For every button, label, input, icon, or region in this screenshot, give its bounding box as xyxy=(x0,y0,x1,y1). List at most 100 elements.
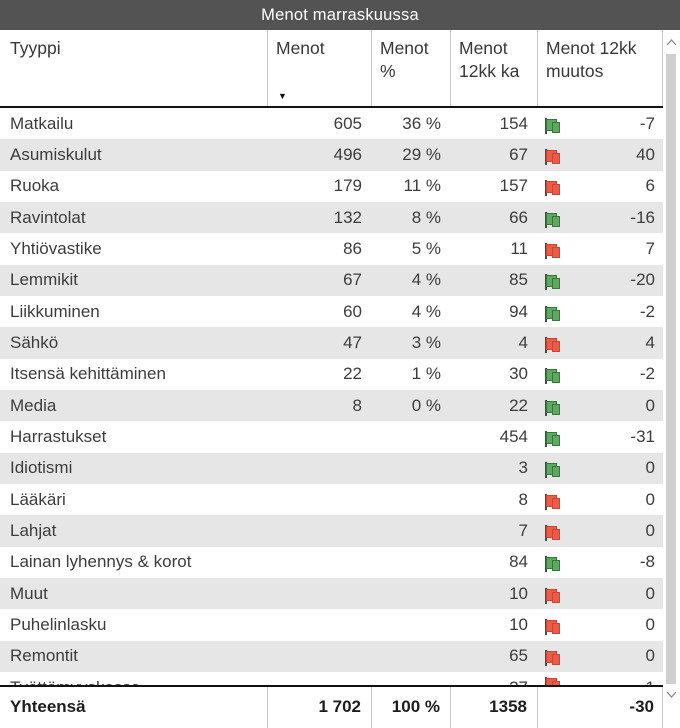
menot-cell: 22 xyxy=(268,364,372,384)
category-cell: Matkailu xyxy=(0,114,268,134)
menot-12kk-ka-cell: 3 xyxy=(451,458,538,478)
column-header-menot-12kk-ka[interactable]: Menot 12kk ka xyxy=(451,30,538,106)
scroll-down-arrow[interactable] xyxy=(665,688,678,700)
row-category: Idiotismi xyxy=(10,458,73,478)
table-row[interactable]: Ravintolat 132 8 % 66 -16 xyxy=(0,201,663,234)
column-header-menot[interactable]: Menot ▼ xyxy=(268,30,372,106)
vertical-scrollbar[interactable] xyxy=(663,30,680,728)
table-row[interactable]: Muut 10 0 xyxy=(0,577,663,610)
row-menot-pct: 1 % xyxy=(411,364,441,384)
row-12kk-ka: 85 xyxy=(509,270,528,290)
total-12kk-ka: 1358 xyxy=(489,697,527,717)
table-row[interactable]: Lainan lyhennys & korot 84 -8 xyxy=(0,547,663,578)
row-menot-pct: 29 % xyxy=(402,144,441,164)
row-12kk-muutos: -16 xyxy=(630,207,655,227)
row-menot: 605 xyxy=(333,113,362,133)
red-flag-icon xyxy=(542,587,561,604)
menot-12kk-muutos-cell: -16 xyxy=(538,208,663,228)
table-row[interactable]: Lemmikit 67 4 % 85 -20 xyxy=(0,264,663,296)
visual-title: Menot marraskuussa xyxy=(0,0,680,30)
column-header-label: Menot % xyxy=(380,38,429,82)
table-row[interactable]: Yhtiövastike 86 5 % 11 7 xyxy=(0,233,663,264)
red-flag-icon xyxy=(542,148,561,165)
row-category: Muut xyxy=(10,583,48,603)
menot-12kk-muutos-cell: -31 xyxy=(538,427,663,447)
menot-12kk-muutos-cell: 0 xyxy=(538,490,663,510)
column-header-menot-12kk-muutos[interactable]: Menot 12kk muutos xyxy=(538,30,663,106)
menot-pct-cell xyxy=(372,672,451,685)
red-flag-icon xyxy=(542,650,561,667)
column-header-tyyppi[interactable]: Tyyppi xyxy=(0,30,268,106)
category-cell: Ruoka xyxy=(0,176,268,196)
table-row[interactable]: Harrastukset 454 -31 xyxy=(0,421,663,452)
menot-12kk-ka-cell: 454 xyxy=(451,427,538,447)
category-cell: Media xyxy=(0,396,268,416)
row-category: Puhelinlasku xyxy=(10,614,107,634)
row-menot: 179 xyxy=(333,176,362,196)
row-12kk-ka: 27 xyxy=(509,678,528,685)
table-row[interactable]: Itsensä kehittäminen 22 1 % 30 -2 xyxy=(0,359,663,390)
table-row[interactable]: Idiotismi 3 0 xyxy=(0,452,663,484)
row-menot: 22 xyxy=(343,364,362,384)
menot-cell: 605 xyxy=(268,114,372,134)
total-label: Yhteensä xyxy=(10,697,86,717)
row-category: Ravintolat xyxy=(10,207,86,227)
row-12kk-muutos: -7 xyxy=(639,113,655,133)
table-header: Tyyppi Menot ▼ Menot % Menot 12kk ka Men… xyxy=(0,30,663,108)
category-cell: Idiotismi xyxy=(0,458,268,478)
menot-cell: 47 xyxy=(268,333,372,353)
table-row[interactable]: Media 8 0 % 22 0 xyxy=(0,389,663,422)
total-12kk-muutos: -30 xyxy=(629,697,654,717)
menot-cell: 86 xyxy=(268,239,372,259)
table-row[interactable]: Asumiskulut 496 29 % 67 40 xyxy=(0,139,663,171)
menot-12kk-ka-cell: 11 xyxy=(451,239,538,259)
row-category: Työttömyyskassa xyxy=(10,678,140,685)
menot-12kk-muutos-cell: 0 xyxy=(538,584,663,604)
table-row[interactable]: Lahjat 7 0 xyxy=(0,515,663,547)
row-menot-pct: 3 % xyxy=(411,332,441,352)
green-flag-icon xyxy=(542,399,561,416)
row-menot: 47 xyxy=(343,332,362,352)
table-row[interactable]: Puhelinlasku 10 0 xyxy=(0,609,663,640)
row-12kk-muutos: 0 xyxy=(645,489,655,509)
expense-table: Tyyppi Menot ▼ Menot % Menot 12kk ka Men… xyxy=(0,30,680,728)
menot-12kk-muutos-cell: -20 xyxy=(538,270,663,291)
table-row[interactable]: Ruoka 179 11 % 157 6 xyxy=(0,171,663,202)
table-row[interactable]: Työttömyyskassa 27 -1 xyxy=(0,672,663,685)
row-category: Lääkäri xyxy=(10,489,66,509)
table-row[interactable]: Lääkäri 8 0 xyxy=(0,484,663,515)
row-12kk-muutos: 40 xyxy=(636,144,655,164)
table-row[interactable]: Liikkuminen 60 4 % 94 -2 xyxy=(0,296,663,327)
row-category: Lemmikit xyxy=(10,270,79,290)
total-label-cell: Yhteensä xyxy=(0,686,268,728)
row-12kk-ka: 65 xyxy=(509,646,528,666)
table-row[interactable]: Sähkö 47 3 % 4 4 xyxy=(0,327,663,359)
menot-12kk-ka-cell: 27 xyxy=(451,672,538,685)
scroll-up-arrow[interactable] xyxy=(665,36,678,48)
column-header-menot-pct[interactable]: Menot % xyxy=(372,30,451,106)
total-menot: 1 702 xyxy=(318,697,361,717)
row-12kk-ka: 10 xyxy=(509,583,528,603)
menot-pct-cell: 11 % xyxy=(372,176,451,196)
total-menot-pct: 100 % xyxy=(391,697,440,717)
menot-12kk-ka-cell: 10 xyxy=(451,584,538,604)
category-cell: Muut xyxy=(0,584,268,604)
menot-12kk-muutos-cell: 4 xyxy=(538,333,663,353)
table-row[interactable]: Remontit 65 0 xyxy=(0,640,663,672)
row-12kk-ka: 4 xyxy=(518,332,528,352)
menot-12kk-ka-cell: 85 xyxy=(451,270,538,290)
menot-12kk-muutos-cell: 7 xyxy=(538,239,663,259)
menot-pct-cell: 29 % xyxy=(372,145,451,165)
row-12kk-muutos: 0 xyxy=(645,614,655,634)
table-row[interactable]: Matkailu 605 36 % 154 -7 xyxy=(0,108,663,139)
total-row: Yhteensä 1 702 100 % 1358 -30 xyxy=(0,684,663,728)
row-category: Remontit xyxy=(10,646,79,666)
menot-12kk-muutos-cell: -1 xyxy=(538,672,663,685)
table-body: Matkailu 605 36 % 154 -7 Asumiskulut 496… xyxy=(0,108,680,685)
row-12kk-muutos: 0 xyxy=(645,646,655,666)
row-12kk-ka: 454 xyxy=(499,426,528,446)
scrollbar-thumb[interactable] xyxy=(666,54,676,684)
category-cell: Asumiskulut xyxy=(0,145,268,165)
row-category: Ruoka xyxy=(10,176,60,196)
